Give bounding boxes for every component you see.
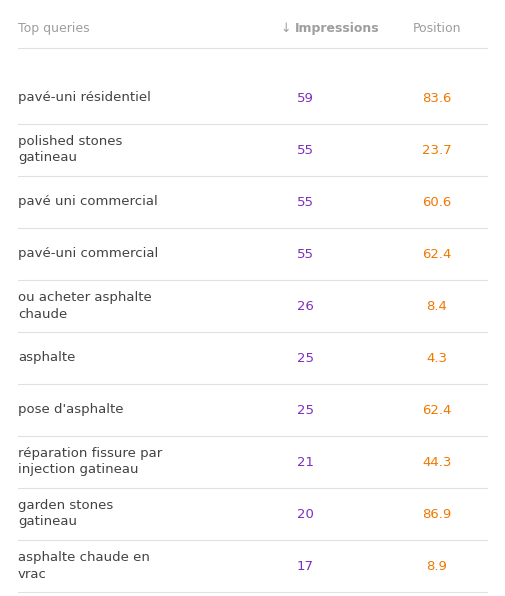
Text: 55: 55 (296, 144, 314, 157)
Text: 21: 21 (296, 455, 314, 468)
Text: 20: 20 (296, 508, 314, 520)
Text: asphalte: asphalte (18, 352, 75, 365)
Text: gatineau: gatineau (18, 151, 77, 164)
Text: Position: Position (413, 22, 461, 35)
Text: 26: 26 (296, 300, 314, 312)
Text: 86.9: 86.9 (422, 508, 451, 520)
Text: ou acheter asphalte: ou acheter asphalte (18, 291, 152, 305)
Text: 17: 17 (296, 560, 314, 573)
Text: 62.4: 62.4 (422, 403, 451, 417)
Text: chaude: chaude (18, 308, 67, 321)
Text: gatineau: gatineau (18, 516, 77, 529)
Text: 62.4: 62.4 (422, 247, 451, 260)
Text: 4.3: 4.3 (427, 352, 447, 365)
Text: pavé-uni commercial: pavé-uni commercial (18, 247, 158, 260)
Text: Impressions: Impressions (295, 22, 380, 35)
Text: Top queries: Top queries (18, 22, 89, 35)
Text: polished stones: polished stones (18, 135, 122, 148)
Text: 55: 55 (296, 195, 314, 209)
Text: injection gatineau: injection gatineau (18, 464, 138, 476)
Text: 60.6: 60.6 (422, 195, 451, 209)
Text: pavé uni commercial: pavé uni commercial (18, 195, 158, 209)
Text: 83.6: 83.6 (422, 92, 451, 104)
Text: 44.3: 44.3 (422, 455, 451, 468)
Text: vrac: vrac (18, 567, 47, 581)
Text: réparation fissure par: réparation fissure par (18, 448, 162, 461)
Text: 55: 55 (296, 247, 314, 260)
Text: 8.9: 8.9 (427, 560, 447, 573)
Text: ↓: ↓ (280, 22, 291, 35)
Text: pavé-uni résidentiel: pavé-uni résidentiel (18, 92, 151, 104)
Text: pose d'asphalte: pose d'asphalte (18, 403, 124, 417)
Text: 25: 25 (296, 352, 314, 365)
Text: garden stones: garden stones (18, 499, 113, 513)
Text: asphalte chaude en: asphalte chaude en (18, 551, 150, 564)
Text: 25: 25 (296, 403, 314, 417)
Text: 23.7: 23.7 (422, 144, 452, 157)
Text: 59: 59 (296, 92, 314, 104)
Text: 8.4: 8.4 (427, 300, 447, 312)
